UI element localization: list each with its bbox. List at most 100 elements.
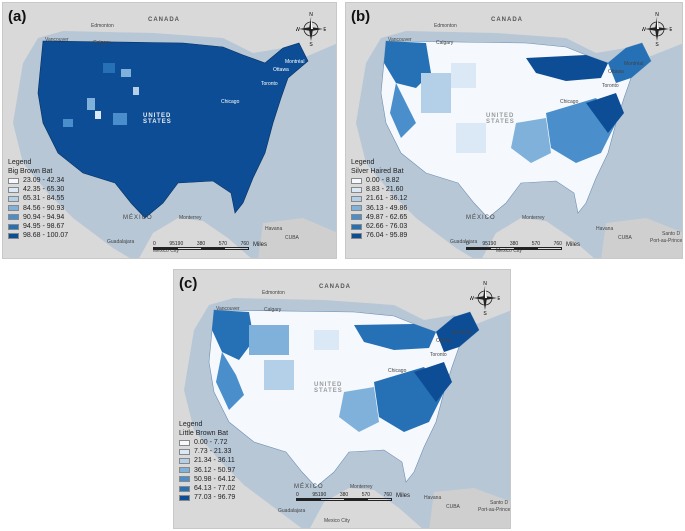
legend-row: 65.31 - 84.55 bbox=[8, 194, 68, 203]
compass-n: N bbox=[483, 281, 487, 287]
scale-tick-label: 570 bbox=[218, 241, 228, 247]
place-canada: CANADA bbox=[319, 284, 351, 290]
place-mexico-city: Mexico City bbox=[496, 248, 522, 254]
legend-row: 21.34 - 36.11 bbox=[179, 456, 235, 465]
legend-swatch bbox=[351, 223, 362, 230]
legend-swatch bbox=[8, 195, 19, 202]
place-mexico: MÉXICO bbox=[123, 215, 153, 221]
place-santo: Santo D bbox=[490, 500, 509, 506]
place-toronto: Toronto bbox=[602, 83, 619, 89]
legend-swatch bbox=[351, 205, 362, 212]
legend-row: 77.03 - 96.79 bbox=[179, 493, 235, 502]
place-chicago: Chicago bbox=[388, 368, 407, 374]
scale-bar-graphic bbox=[466, 247, 562, 250]
place-montreal: Montréal bbox=[285, 59, 305, 65]
place-chicago: Chicago bbox=[560, 99, 579, 105]
place-chicago: Chicago bbox=[221, 99, 240, 105]
map-panel-a: (a) CANADA Edmonton Calgary Vancouver Ot… bbox=[2, 2, 337, 259]
legend-rows: 0.00 - 7.72 7.73 - 21.33 21.34 - 36.11 36.1… bbox=[179, 438, 235, 502]
county-patches bbox=[63, 63, 139, 127]
map-panel-c: (c) CANADA Edmonton Calgary Vancouver Ot… bbox=[173, 269, 511, 529]
scale-unit: Miles bbox=[566, 242, 581, 248]
legend: Legend Little Brown Bat 0.00 - 7.72 7.73 … bbox=[179, 420, 235, 502]
place-cuba: CUBA bbox=[285, 235, 299, 241]
place-canada: CANADA bbox=[148, 17, 180, 23]
legend-swatch bbox=[8, 223, 19, 230]
legend-row: 64.13 - 77.02 bbox=[179, 484, 235, 493]
legend-row: 0.00 - 8.82 bbox=[351, 176, 407, 185]
county-patches bbox=[212, 310, 479, 432]
legend-swatch bbox=[351, 214, 362, 221]
legend-row: 49.87 - 62.65 bbox=[351, 213, 407, 222]
legend-swatch bbox=[351, 195, 362, 202]
legend-class-label: 50.98 - 64.12 bbox=[194, 475, 236, 483]
scale-tick-label: 760 bbox=[553, 241, 562, 247]
scale-tick-label: 95190 bbox=[312, 492, 327, 498]
map-panel-b: (b) CANADA Edmonton Calgary Vancouver Ot… bbox=[345, 2, 683, 259]
legend-class-label: 23.09 - 42.34 bbox=[23, 177, 65, 185]
compass-e: E bbox=[323, 27, 326, 33]
place-mexico: MÉXICO bbox=[466, 215, 496, 221]
legend-row: 23.09 - 42.34 bbox=[8, 176, 68, 185]
legend-rows: 23.09 - 42.34 42.35 - 65.30 65.31 - 84.55 8… bbox=[8, 176, 68, 240]
legend-swatch bbox=[8, 177, 19, 184]
legend-row: 8.83 - 21.60 bbox=[351, 185, 407, 194]
place-santo: Santo D bbox=[662, 231, 681, 237]
scale-tick-label: 0 bbox=[466, 241, 469, 247]
place-port: Port-au-Prince bbox=[650, 238, 683, 244]
place-guadalajara: Guadalajara bbox=[107, 239, 135, 245]
legend-swatch bbox=[8, 214, 19, 221]
place-vancouver: Vancouver bbox=[216, 306, 240, 312]
place-canada: CANADA bbox=[491, 17, 523, 23]
legend-swatch bbox=[179, 439, 190, 446]
scale-tick-label: 380 bbox=[196, 241, 206, 247]
place-vancouver: Vancouver bbox=[45, 37, 69, 43]
place-mexico-city: Mexico City bbox=[153, 248, 179, 254]
legend-swatch bbox=[179, 494, 190, 501]
legend-swatch bbox=[351, 232, 362, 239]
legend-class-label: 0.00 - 8.82 bbox=[366, 177, 400, 185]
legend-swatch bbox=[8, 205, 19, 212]
scale-unit: Miles bbox=[396, 493, 411, 499]
legend-swatch bbox=[179, 485, 190, 492]
legend-heading: Legend bbox=[351, 159, 375, 166]
legend-class-label: 0.00 - 7.72 bbox=[194, 439, 228, 447]
compass-s: S bbox=[483, 311, 487, 316]
county-patches bbox=[384, 41, 651, 163]
compass-s: S bbox=[309, 42, 313, 47]
compass-s: S bbox=[655, 42, 659, 47]
usa-choropleth bbox=[37, 40, 309, 219]
compass-n: N bbox=[309, 12, 313, 18]
scale-bar-graphic bbox=[153, 247, 249, 250]
place-ottawa: Ottawa bbox=[436, 338, 452, 344]
legend-swatch bbox=[8, 232, 19, 239]
scale-bar: 0 95190 380 570 760 Miles bbox=[153, 241, 267, 250]
legend-class-label: 49.87 - 62.65 bbox=[366, 213, 408, 221]
legend-species: Little Brown Bat bbox=[179, 430, 229, 437]
place-calgary: Calgary bbox=[436, 40, 454, 46]
legend-class-label: 21.61 - 36.12 bbox=[366, 195, 408, 203]
legend-row: 98.68 - 100.07 bbox=[8, 231, 68, 240]
legend-class-label: 98.68 - 100.07 bbox=[23, 232, 69, 240]
legend-swatch bbox=[179, 467, 190, 474]
place-usa: UNITED STATES bbox=[143, 113, 172, 125]
basemap bbox=[346, 3, 682, 258]
legend-class-label: 84.56 - 90.93 bbox=[23, 204, 65, 212]
compass-rose: N S E W bbox=[295, 11, 327, 48]
compass-w: W bbox=[296, 27, 300, 33]
scale-bar: 0 95190 380 570 760 Miles bbox=[296, 492, 410, 501]
legend-row: 90.94 - 94.94 bbox=[8, 213, 68, 222]
place-usa: UNITED STATES bbox=[314, 382, 343, 394]
scale-unit: Miles bbox=[253, 242, 268, 248]
legend-rows: 0.00 - 8.82 8.83 - 21.60 21.61 - 36.12 36.1… bbox=[351, 176, 407, 240]
legend-class-label: 7.73 - 21.33 bbox=[194, 448, 232, 456]
legend-class-label: 64.13 - 77.02 bbox=[194, 485, 236, 493]
place-edmonton: Edmonton bbox=[91, 23, 114, 29]
scale-bar: 0 95190 380 570 760 Miles bbox=[466, 241, 580, 250]
legend: Legend Big Brown Bat 23.09 - 42.34 42.35 … bbox=[8, 158, 68, 240]
place-montreal: Montréal bbox=[624, 61, 644, 67]
legend-swatch bbox=[179, 448, 190, 455]
scale-tick-label: 570 bbox=[531, 241, 541, 247]
place-monterrey: Monterrey bbox=[350, 484, 373, 490]
legend-class-label: 65.31 - 84.55 bbox=[23, 195, 65, 203]
